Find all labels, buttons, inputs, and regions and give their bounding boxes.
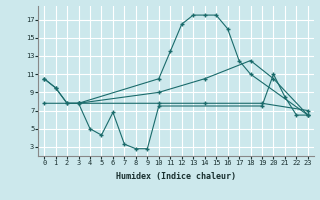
X-axis label: Humidex (Indice chaleur): Humidex (Indice chaleur) xyxy=(116,172,236,181)
